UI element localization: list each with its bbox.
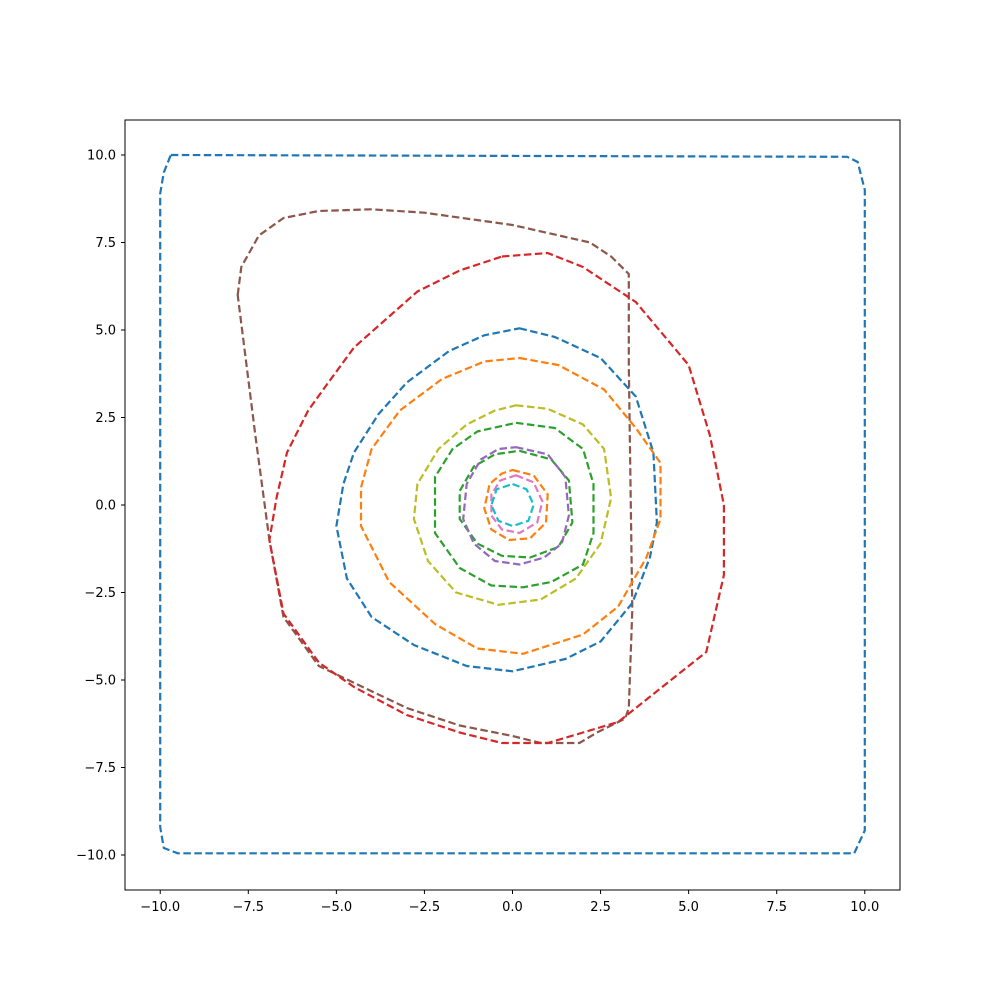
x-tick-label: 2.5 [590, 900, 611, 915]
contour-line-11 [490, 474, 544, 535]
contour-line-7 [433, 421, 595, 589]
x-tick-label: −5.0 [321, 900, 353, 915]
y-tick-label: −5.0 [84, 674, 116, 689]
y-tick-label: 5.0 [95, 324, 116, 339]
contour-line-10 [483, 468, 549, 542]
contour-line-2 [236, 208, 634, 745]
contour-line-1 [159, 153, 866, 855]
x-tick-label: 0.0 [502, 900, 523, 915]
x-tick-label: 5.0 [678, 900, 699, 915]
x-tick-label: −10.0 [140, 900, 180, 915]
x-axis: −10.0 −7.5 −5.0 −2.5 0.0 2.5 5.0 7.5 10.0 [140, 890, 879, 915]
x-tick-label: −2.5 [409, 900, 441, 915]
x-tick-label: 10.0 [850, 900, 879, 915]
y-tick-label: 7.5 [95, 236, 116, 251]
y-axis: 10.0 7.5 5.0 2.5 0.0 −2.5 −5.0 −7.5 −10.0 [76, 149, 125, 864]
x-tick-label: −7.5 [233, 900, 265, 915]
contour-line-5 [359, 356, 662, 655]
contour-line-8 [458, 449, 574, 559]
y-tick-label: −7.5 [84, 761, 116, 776]
y-tick-label: −2.5 [84, 586, 116, 601]
contour-line-9 [462, 446, 570, 566]
y-tick-label: 10.0 [87, 149, 116, 164]
y-tick-label: 0.0 [95, 499, 116, 514]
series-group [159, 153, 866, 855]
y-tick-label: 2.5 [95, 411, 116, 426]
contour-line-6 [412, 404, 613, 606]
x-tick-label: 7.5 [766, 900, 787, 915]
contour-line-3 [268, 251, 725, 745]
contour-line-4 [335, 327, 658, 673]
y-tick-label: −10.0 [76, 849, 116, 864]
